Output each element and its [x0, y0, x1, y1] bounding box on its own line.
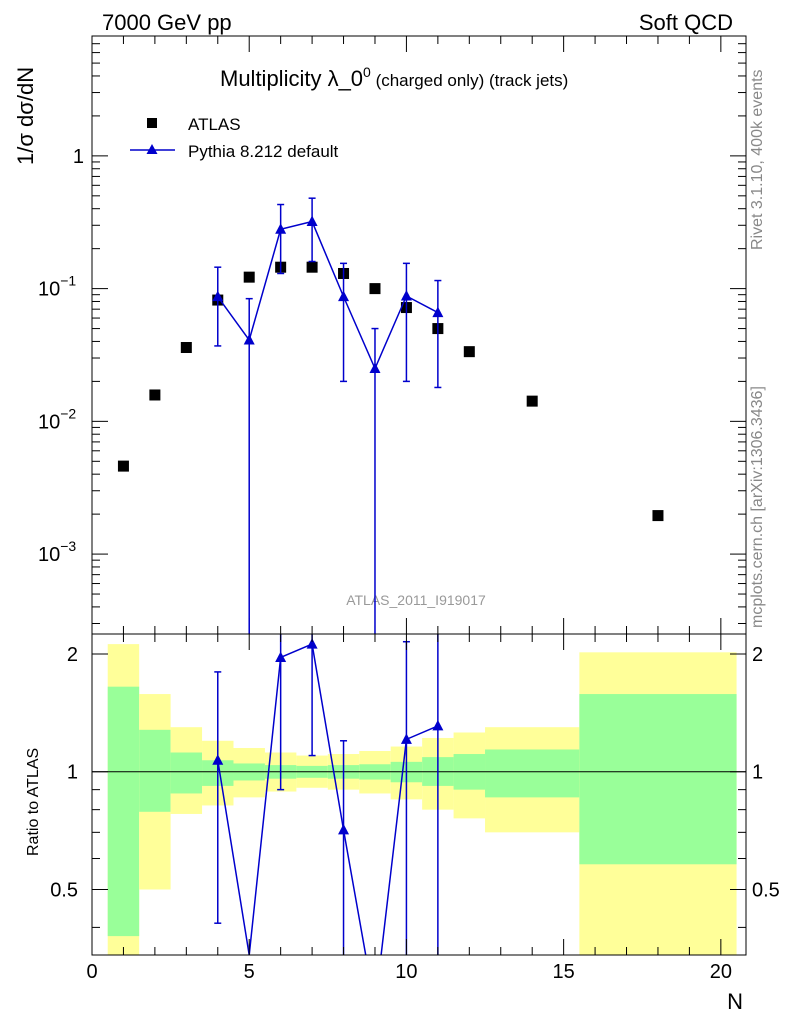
pythia-ratio-point	[338, 823, 350, 835]
energy-label: 7000 GeV pp	[102, 10, 232, 35]
atlas-data-point	[149, 389, 161, 401]
pythia-data-point	[338, 290, 350, 302]
ratio-x-tick-label: 15	[553, 961, 575, 983]
main-y-tick-label: 10−2	[38, 405, 76, 433]
x-axis-label: N	[727, 989, 743, 1014]
pythia-data-point	[243, 334, 255, 345]
atlas-data-point	[526, 395, 538, 407]
plot-title: Multiplicity λ_00 (charged only) (track …	[220, 64, 568, 91]
pythia-data-point	[400, 289, 412, 301]
ratio-clipped-group	[212, 634, 444, 955]
ratio-y-tick-label-right: 1	[752, 762, 763, 784]
main-y-tick-label-base: 1	[73, 146, 84, 168]
category-label: Soft QCD	[639, 10, 733, 35]
ratio-inner-band	[170, 752, 203, 794]
atlas-data-point	[243, 271, 255, 283]
ratio-inner-band	[579, 694, 737, 865]
main-y-axis-label: 1/σ dσ/dN	[13, 67, 38, 165]
atlas-data-point	[463, 346, 475, 358]
ratio-inner-band	[139, 729, 171, 812]
rivet-version-label: Rivet 3.1.10, 400k events	[749, 69, 766, 250]
plot-title-main: Multiplicity λ_0	[220, 66, 363, 91]
main-plot-panel: 110−110−210−3 1/σ dσ/dN Multiplicity λ_0…	[13, 35, 747, 635]
atlas-data-point	[652, 510, 664, 522]
main-y-tick-label-base: 10	[38, 544, 60, 566]
atlas-data-point	[180, 342, 192, 354]
atlas-data-point	[369, 283, 381, 295]
pythia-data-point	[369, 362, 381, 374]
plot-title-suffix: (charged only) (track jets)	[371, 71, 568, 90]
ratio-y-tick-label-right: 0.5	[752, 879, 780, 901]
ratio-y-tick-label-left: 2	[67, 644, 78, 666]
pythia-data-point	[212, 290, 224, 302]
source-label: mcplots.cern.ch [arXiv:1306.3436]	[749, 386, 766, 628]
legend: ATLAS Pythia 8.212 default	[130, 115, 339, 161]
atlas-data-point	[306, 261, 318, 273]
ratio-axis-ticks	[91, 634, 746, 955]
pythia-ratio-point	[400, 733, 412, 744]
ratio-data-layer	[212, 634, 444, 955]
pythia-ratio-point	[212, 754, 224, 765]
legend-marker-atlas	[147, 118, 157, 128]
ratio-plot-panel: 2 2 1 1 0.5 0.5 0 5 10 15 20 Ratio to ATLAS N	[25, 633, 780, 1014]
ratio-tick-labels: 2 2 1 1 0.5 0.5 0 5 10 15 20	[50, 644, 780, 983]
main-y-tick-label: 10−1	[38, 273, 76, 301]
ratio-plot-frame	[91, 633, 747, 956]
main-y-tick-label: 10−3	[38, 538, 76, 566]
pythia-series-line	[217, 220, 439, 371]
pythia-ratio-point	[306, 638, 318, 649]
ratio-inner-band	[485, 749, 580, 798]
main-y-tick-label-exponent: −1	[60, 273, 76, 289]
analysis-watermark: ATLAS_2011_I919017	[346, 592, 486, 608]
main-y-tick-label-base: 10	[38, 279, 60, 301]
ratio-y-tick-label-left: 1	[67, 762, 78, 784]
main-y-tick-labels: 110−110−210−3	[38, 146, 84, 566]
legend-marker-pythia	[146, 144, 158, 154]
main-y-tick-label-exponent: −2	[60, 405, 76, 421]
ratio-uncertainty-bands	[107, 644, 737, 955]
main-y-tick-label-exponent: −3	[60, 538, 76, 554]
plot-title-superscript: 0	[363, 64, 371, 80]
main-axis-ticks	[91, 35, 746, 634]
ratio-y-tick-label-left: 0.5	[50, 879, 78, 901]
main-y-tick-label-base: 10	[38, 411, 60, 433]
pythia-data-point	[432, 306, 444, 318]
atlas-data-point	[117, 460, 129, 472]
pythia-ratio-point	[432, 719, 444, 731]
main-y-tick-label: 1	[73, 146, 84, 168]
pythia-ratio-point	[275, 651, 287, 662]
legend-label-atlas: ATLAS	[188, 115, 241, 134]
pythia-data-point	[306, 215, 318, 227]
pythia-data-point	[275, 223, 287, 234]
pythia-ratio-line	[217, 643, 439, 955]
ratio-inner-band	[107, 686, 140, 937]
main-data-layer	[117, 197, 664, 634]
ratio-x-tick-label: 5	[244, 961, 255, 983]
ratio-y-tick-label-right: 2	[752, 644, 763, 666]
ratio-x-tick-label: 20	[710, 961, 732, 983]
legend-label-pythia: Pythia 8.212 default	[188, 142, 339, 161]
ratio-y-axis-label: Ratio to ATLAS	[25, 748, 42, 856]
ratio-x-tick-label: 10	[395, 961, 417, 983]
ratio-x-tick-label: 0	[86, 961, 97, 983]
